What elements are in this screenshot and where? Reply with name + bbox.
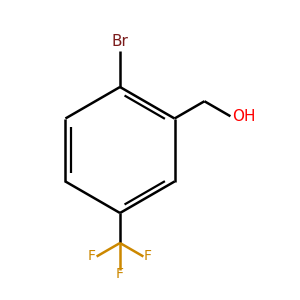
Text: Br: Br — [112, 34, 128, 50]
Text: F: F — [144, 250, 152, 263]
Text: OH: OH — [232, 109, 255, 124]
Text: F: F — [88, 250, 96, 263]
Text: F: F — [116, 268, 124, 281]
